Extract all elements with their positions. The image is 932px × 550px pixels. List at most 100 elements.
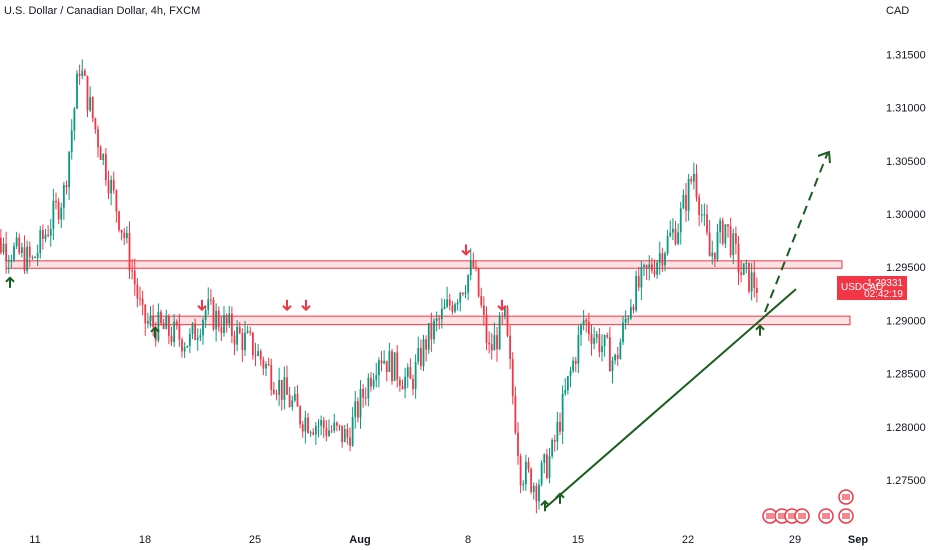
- candle-body: [425, 339, 428, 350]
- flag-fill: [822, 513, 830, 519]
- candle-body: [753, 272, 756, 288]
- candle-body: [175, 321, 178, 326]
- candle-body: [225, 314, 228, 324]
- candle-body: [181, 339, 183, 352]
- candle-body: [443, 306, 446, 309]
- candle-body: [312, 432, 315, 435]
- candle-body: [559, 421, 561, 432]
- candle-body: [62, 185, 65, 208]
- down-arrow-head: [497, 305, 507, 312]
- candle-body: [262, 359, 265, 369]
- candle-body: [157, 311, 160, 341]
- time-axis[interactable]: 11 18 25 Aug 8 15 22 29 Sep: [29, 534, 868, 546]
- candle-body: [517, 432, 519, 457]
- candle-body: [115, 190, 118, 212]
- chart-title: U.S. Dollar / Canadian Dollar, 4h, FXCM: [4, 5, 201, 17]
- candle-body: [482, 305, 485, 315]
- candle-body: [740, 272, 743, 275]
- y-tick-label: 1.29500: [886, 262, 926, 274]
- candle-body: [419, 348, 422, 367]
- up-arrow-head: [540, 499, 550, 506]
- candle-body: [354, 401, 357, 417]
- y-tick-label: 1.31500: [886, 49, 926, 61]
- candle-body: [493, 335, 496, 351]
- candle-body: [459, 292, 462, 303]
- candle-body: [338, 425, 341, 427]
- candle-body: [76, 73, 78, 109]
- candle-body: [398, 379, 401, 386]
- candle-body: [755, 287, 758, 293]
- flag-fill: [842, 494, 850, 500]
- candle-body: [270, 364, 273, 390]
- candle-body: [417, 348, 420, 362]
- candle-body: [614, 354, 617, 361]
- down-arrow: [301, 299, 311, 312]
- candle-body: [627, 318, 630, 320]
- candle-body: [727, 224, 729, 227]
- flag-fill: [842, 513, 850, 519]
- candle-body: [288, 394, 291, 407]
- candle-body: [564, 390, 567, 394]
- candle-body: [275, 393, 278, 395]
- candle-body: [448, 299, 451, 306]
- candle-body: [692, 173, 695, 182]
- y-tick-label: 1.28500: [886, 369, 926, 381]
- candle-body: [611, 360, 614, 372]
- candle-body: [314, 426, 317, 435]
- down-arrow-head: [301, 305, 311, 312]
- candle-body: [698, 197, 701, 216]
- candle-body: [23, 247, 26, 271]
- candle-body: [608, 337, 611, 372]
- candle-body: [191, 323, 194, 334]
- flag-fill: [788, 513, 796, 519]
- candle-body: [349, 437, 351, 446]
- candle-body: [519, 456, 522, 486]
- candle-body: [73, 108, 76, 131]
- candle-body: [467, 275, 470, 293]
- candle-body: [569, 371, 572, 377]
- candle-body: [464, 292, 467, 295]
- up-arrow-head: [755, 324, 765, 331]
- down-arrow: [282, 299, 292, 312]
- candle-body: [110, 179, 113, 194]
- candle-body: [587, 321, 590, 335]
- x-tick-label: Sep: [848, 534, 868, 546]
- candle-body: [7, 260, 10, 262]
- candle-body: [249, 331, 252, 333]
- candle-body: [377, 360, 380, 376]
- candle-body: [721, 220, 724, 244]
- candle-body: [414, 361, 417, 389]
- candle-body: [695, 173, 698, 198]
- candle-body: [737, 243, 740, 273]
- candle-body: [144, 304, 147, 324]
- candle-body: [47, 234, 50, 236]
- candle-body: [679, 208, 682, 233]
- candle-body: [265, 363, 267, 369]
- x-tick-label: 22: [682, 534, 694, 546]
- candle-body: [139, 298, 141, 300]
- candle-body: [65, 185, 68, 188]
- candle-body: [572, 360, 575, 372]
- x-tick-label: 11: [29, 534, 40, 546]
- candle-body: [396, 352, 399, 380]
- candle-body: [511, 359, 514, 396]
- candle-body: [246, 331, 249, 333]
- candle-body: [52, 200, 55, 229]
- candle-body: [196, 337, 199, 340]
- candle-body: [488, 342, 491, 345]
- projection-line: [764, 151, 829, 313]
- candle-body: [367, 377, 370, 399]
- candle-body: [440, 308, 443, 320]
- candle-body: [94, 118, 97, 130]
- x-tick-label: 29: [789, 534, 801, 546]
- candle-body: [204, 310, 207, 321]
- candle-body: [107, 180, 110, 194]
- candle-body: [83, 70, 86, 76]
- price-axis[interactable]: 1.31500 1.31000 1.30500 1.30000 1.29500 1.290…: [886, 49, 926, 487]
- candle-body: [236, 326, 239, 345]
- candle-body: [729, 226, 732, 256]
- candle-body: [183, 347, 186, 352]
- candle-body: [238, 326, 241, 334]
- last-price-tag: USDCAD 1.29331 02:42:19: [837, 276, 907, 300]
